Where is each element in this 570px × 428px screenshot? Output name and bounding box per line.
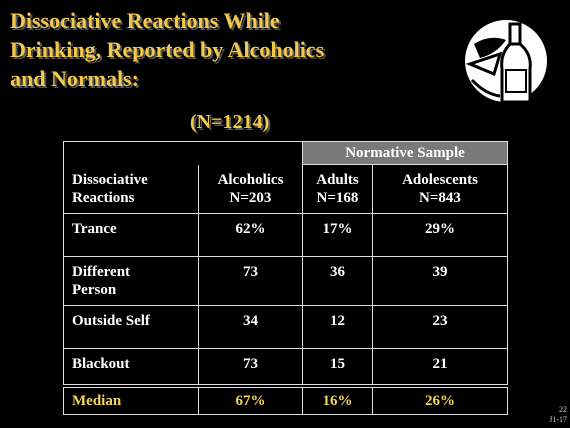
- summary-cell: 16%: [303, 386, 373, 415]
- summary-cell: 26%: [373, 386, 508, 415]
- table-cell: 73: [199, 349, 303, 386]
- column-header: Adolescents N=843: [373, 165, 508, 214]
- table-cell: 62%: [199, 214, 303, 257]
- group-header-row: Normative Sample: [64, 142, 508, 165]
- table-cell: 21: [373, 349, 508, 386]
- summary-cell: 67%: [199, 386, 303, 415]
- slide: Dissociative Reactions While Drinking, R…: [0, 0, 570, 428]
- bottle-icon: [460, 14, 552, 109]
- slide-code: J1-17: [549, 415, 567, 424]
- table-cell: 12: [303, 306, 373, 349]
- table-cell: 36: [303, 257, 373, 306]
- subtitle: (N=1214): [190, 111, 269, 134]
- page-number: 22: [559, 405, 567, 414]
- column-header: Alcoholics N=203: [199, 165, 303, 214]
- table-cell: 73: [199, 257, 303, 306]
- table-cell: 29%: [373, 214, 508, 257]
- row-header: Blackout: [64, 349, 199, 386]
- empty-cell: [64, 142, 303, 165]
- table-cell: 39: [373, 257, 508, 306]
- table-cell: 34: [199, 306, 303, 349]
- row-header: Trance: [64, 214, 199, 257]
- summary-label: Median: [64, 386, 199, 415]
- table-cell: 17%: [303, 214, 373, 257]
- column-header: Dissociative Reactions: [64, 165, 199, 214]
- row-header: Different Person: [64, 257, 199, 306]
- group-header: Normative Sample: [303, 142, 508, 165]
- slide-title: Dissociative Reactions While Drinking, R…: [10, 6, 324, 93]
- row-header: Outside Self: [64, 306, 199, 349]
- table-cell: 15: [303, 349, 373, 386]
- column-header: Adults N=168: [303, 165, 373, 214]
- table-cell: 23: [373, 306, 508, 349]
